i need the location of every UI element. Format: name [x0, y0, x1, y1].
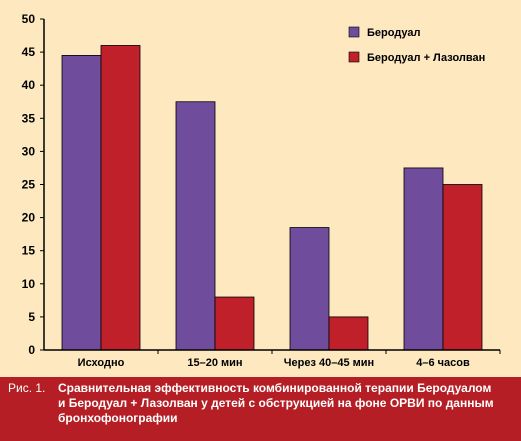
x-tick-label: 15–20 мин: [187, 357, 242, 369]
caption-text: Сравнительная эффективность комбинирован…: [58, 381, 494, 425]
bar-berodual: [403, 167, 444, 351]
bar-chart: 0 5 10 15 20 25 30 35 40 45 50 Исходно 15–20 мин Чер…: [22, 12, 501, 369]
y-tick-label: 30: [22, 144, 36, 158]
x-tick-label: 4–6 часов: [416, 357, 470, 369]
legend-label: Беродуал + Лазолван: [367, 52, 485, 64]
figure-caption: Рис. 1. Сравнительная эффективность комб…: [0, 377, 521, 441]
x-axis-labels: Исходно 15–20 мин Через 40–45 мин 4–6 часов: [78, 350, 501, 369]
bar-berodual-lazolvan: [328, 316, 369, 351]
x-tick-label: Исходно: [78, 357, 125, 369]
y-tick-label: 25: [22, 178, 36, 192]
bar-berodual-lazolvan: [442, 184, 483, 351]
x-tick-label: Через 40–45 мин: [284, 357, 374, 369]
legend-swatch: [348, 26, 360, 38]
y-tick-label: 5: [28, 310, 35, 324]
legend-label: Беродуал: [367, 27, 421, 39]
caption-prefix: Рис. 1.: [8, 381, 46, 395]
y-tick-label: 45: [22, 45, 36, 59]
legend: Беродуал Беродуал + Лазолван: [348, 26, 485, 64]
bar-berodual-lazolvan: [214, 296, 255, 351]
legend-swatch: [348, 51, 360, 63]
y-tick-label: 10: [22, 277, 36, 291]
y-tick-label: 0: [28, 343, 35, 357]
y-axis-ticks: 0 5 10 15 20 25 30 35 40 45 50: [22, 12, 44, 357]
bar-berodual: [61, 55, 102, 351]
y-tick-label: 40: [22, 78, 36, 92]
bar-berodual: [175, 101, 216, 351]
bar-berodual: [289, 227, 330, 351]
y-tick-label: 35: [22, 111, 36, 125]
bars: [61, 45, 483, 351]
y-tick-label: 20: [22, 211, 36, 225]
bar-berodual-lazolvan: [100, 45, 141, 351]
y-tick-label: 50: [22, 12, 36, 26]
y-tick-label: 15: [22, 244, 36, 258]
